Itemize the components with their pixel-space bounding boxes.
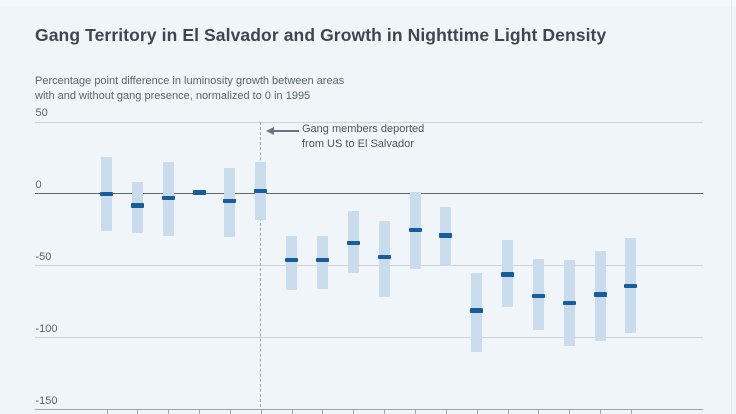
x-axis-tick — [476, 409, 478, 414]
x-axis-tick — [291, 409, 293, 414]
estimate-mark — [130, 203, 144, 208]
estimate-mark — [408, 227, 422, 233]
x-axis-tick — [630, 409, 632, 414]
estimate-mark — [377, 254, 391, 260]
x-axis-tick — [538, 409, 540, 414]
estimate-mark-reference-year — [192, 190, 206, 195]
event-annotation-line2: from US to El Salvador — [302, 138, 414, 150]
estimate-mark — [562, 300, 576, 306]
confidence-interval-bar — [316, 235, 328, 289]
estimate-mark — [100, 191, 113, 197]
x-axis-tick — [229, 409, 231, 414]
y-axis-label--100: -100 — [35, 322, 58, 335]
zero-gridline — [35, 193, 703, 195]
estimate-mark — [315, 257, 329, 263]
estimate-mark — [593, 292, 607, 297]
x-axis-tick — [260, 409, 262, 414]
gridline-y-100 — [35, 337, 703, 339]
event-dashed-line — [260, 122, 261, 407]
x-axis-tick — [168, 409, 170, 414]
x-axis-tick — [199, 409, 201, 414]
top-edge-strip — [0, 0, 736, 6]
chart-subtitle: Percentage point difference in luminosit… — [35, 74, 455, 103]
y-axis-label-50: 50 — [35, 107, 48, 119]
estimate-mark — [439, 233, 453, 238]
confidence-interval-bar — [378, 221, 390, 298]
estimate-mark — [254, 188, 268, 194]
x-axis-tick — [445, 409, 447, 414]
x-axis-tick — [600, 409, 602, 414]
x-axis-tick — [384, 409, 386, 414]
x-axis-tick — [106, 409, 108, 414]
estimate-mark — [624, 283, 638, 289]
annotation-arrow-shaft — [273, 130, 299, 132]
estimate-mark — [470, 308, 484, 313]
gridline-y-150 — [35, 409, 703, 410]
estimate-mark — [285, 257, 299, 263]
x-axis-tick — [569, 409, 571, 414]
gridline-y50 — [35, 121, 703, 123]
x-axis-tick — [137, 409, 139, 414]
estimate-mark — [531, 293, 545, 299]
event-annotation: Gang members deported from US to El Salv… — [302, 122, 424, 152]
event-annotation-line1: Gang members deported — [302, 123, 425, 135]
chart-subtitle-line2: with and without gang presence, normaliz… — [35, 89, 311, 102]
y-axis-label--150: -150 — [35, 394, 58, 407]
estimate-mark — [161, 195, 175, 201]
annotation-arrow-icon — [266, 127, 274, 135]
chart-title: Gang Territory in El Salvador and Growth… — [35, 25, 607, 45]
chart-subtitle-line1: Percentage point difference in luminosit… — [35, 75, 345, 87]
x-axis-tick — [322, 409, 324, 414]
confidence-interval-bar — [286, 235, 298, 291]
y-axis-label--50: -50 — [35, 250, 52, 263]
y-axis-label-0: 0 — [35, 178, 42, 191]
gridline-y-50 — [35, 265, 703, 267]
x-axis-tick — [507, 409, 509, 414]
estimate-mark — [346, 240, 360, 245]
estimate-mark — [501, 272, 515, 277]
estimate-mark — [223, 198, 237, 204]
x-axis-tick — [415, 409, 416, 414]
right-edge-divider — [731, 0, 732, 414]
x-axis-tick — [353, 409, 355, 414]
